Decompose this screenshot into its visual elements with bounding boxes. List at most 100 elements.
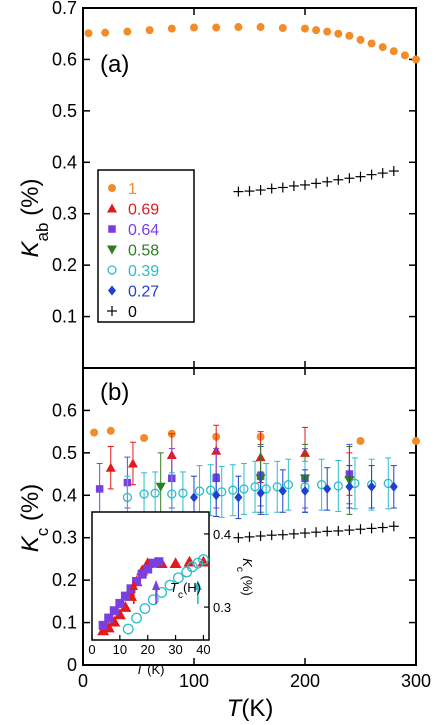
panel-b-point [234, 492, 243, 503]
panel-a-point [101, 28, 110, 37]
inset-point [186, 561, 198, 573]
legend-items: 1 0.69 0.64 0.58 0.39 0.27 0 [107, 181, 159, 321]
inset-point [122, 623, 134, 635]
panel-b-point-shape [140, 434, 149, 443]
inset-point-shape [132, 576, 142, 586]
inset-point [131, 612, 143, 624]
panel-a-point [167, 24, 176, 33]
inset-point-shape [192, 557, 204, 569]
panel-a-point [344, 173, 355, 184]
panel-b-point [356, 436, 365, 445]
panel-a-point-shape [234, 23, 243, 32]
panel-b-series-0.27 [190, 465, 398, 520]
panel-b-point-shape [178, 488, 188, 498]
inset-point [109, 606, 119, 616]
inset-point [192, 557, 204, 569]
panel-b-point [250, 482, 260, 492]
inset-chart: 0 10 20 30 40 0.3 0.4 Tc(H) T (K) Kc (%) [88, 511, 255, 677]
panel-a-point [301, 24, 309, 33]
panel-b-point-shape [234, 492, 243, 503]
panel-b-data [90, 424, 420, 543]
panel-a-point [278, 24, 287, 33]
panel-b-point-shape [278, 486, 287, 497]
inset-point-shape [97, 624, 110, 636]
panel-b-frame [82, 367, 417, 666]
inset-xtick-label: 20 [140, 642, 154, 657]
panel-a-point-shape [167, 24, 176, 33]
inset-point-shape [104, 613, 114, 623]
panel-b-point-shape [383, 478, 393, 489]
legend-marker-1-shape [108, 184, 116, 192]
panel-b-point [122, 492, 133, 503]
inset-point-shape [109, 606, 119, 616]
panel-a-point [388, 166, 399, 177]
inset-point-shape [113, 608, 126, 620]
panel-a: 0.10.20.30.40.50.60.7 (a) Kab (%) 10.690… [17, 0, 420, 369]
inset-point [137, 569, 147, 579]
panel-b-point-shape [250, 482, 260, 492]
panel-a-point [288, 180, 299, 191]
panel-a-point [412, 55, 420, 64]
inset-point [143, 564, 153, 574]
inset-point [172, 572, 184, 584]
panel-a-point-shape [256, 23, 265, 32]
inset-point [98, 620, 108, 630]
legend-marker-0.64 [108, 225, 116, 233]
panel-b-point-shape [127, 458, 138, 468]
panel-b-point [212, 490, 221, 501]
inset-arrow-head [193, 580, 202, 590]
inset-point-shape [98, 620, 108, 630]
panel-b-ytick-label: 0.1 [52, 613, 77, 633]
inset-xtick-label: 10 [113, 642, 127, 657]
inset-xtick-label: 0 [88, 642, 95, 657]
panel-b-point-shape [106, 426, 115, 435]
panel-b-point-shape [261, 484, 271, 494]
panel-b-point [278, 486, 287, 497]
inset-annotation: Tc(H) [170, 580, 201, 601]
panel-a-point-shape [400, 51, 409, 60]
panel-b-point-shape [356, 436, 365, 445]
panel-a-point [366, 169, 377, 180]
inset-point-shape [164, 579, 176, 591]
panel-b-point-shape [272, 482, 282, 492]
panel-b: 00.10.20.30.40.50.6 0 100 200 300 (b) Kc (%… [17, 367, 431, 722]
legend-label-0.64: 0.64 [128, 222, 159, 239]
inset-ytick-label: 0.4 [213, 527, 231, 542]
inset-point-shape [119, 601, 132, 612]
inset-series-0.64 [98, 557, 164, 630]
legend-marker-0.58 [107, 245, 117, 255]
inset-point-shape [143, 564, 153, 574]
panel-b-point [300, 528, 310, 539]
panel-b-xtick-label: 300 [401, 671, 431, 691]
panel-a-point [367, 39, 376, 48]
panel-b-point-shape [122, 492, 133, 503]
panel-b-series-0.64 [95, 443, 354, 515]
panel-b-x-ticks: 0 100 200 300 [78, 368, 431, 691]
panel-b-point [155, 482, 166, 492]
panel-b-point [139, 489, 149, 499]
legend-label-0.69: 0.69 [128, 202, 159, 219]
panel-a-ytick-label: 0.1 [52, 307, 77, 327]
panel-a-point [378, 43, 387, 52]
panel-b-point [190, 492, 198, 503]
inset-point-shape [137, 569, 147, 579]
legend-marker-0.39-shape [107, 265, 117, 275]
panel-a-point-shape [378, 43, 387, 52]
panel-b-point-shape [301, 486, 309, 497]
panel-a-point-shape [145, 26, 154, 35]
panel-a-point-shape [356, 35, 365, 44]
panel-b-point-shape [205, 485, 216, 495]
inset-point-shape [120, 591, 130, 601]
panel-b-y-ticks: 0 0.1 0.2 0.3 0.4 0.5 0.6 [52, 400, 416, 675]
panel-b-point [178, 488, 188, 498]
panel-b-point [277, 529, 288, 540]
inset-point-shape [108, 615, 121, 627]
panel-b-point [266, 530, 277, 541]
inset-arrow-head [129, 580, 138, 590]
panel-a-series-0 [233, 166, 399, 197]
inset-point [132, 576, 142, 586]
panel-b-point [228, 485, 238, 495]
legend-marker-0.58-shape [107, 245, 117, 255]
inset-point [148, 558, 158, 568]
panel-a-point [355, 171, 366, 182]
